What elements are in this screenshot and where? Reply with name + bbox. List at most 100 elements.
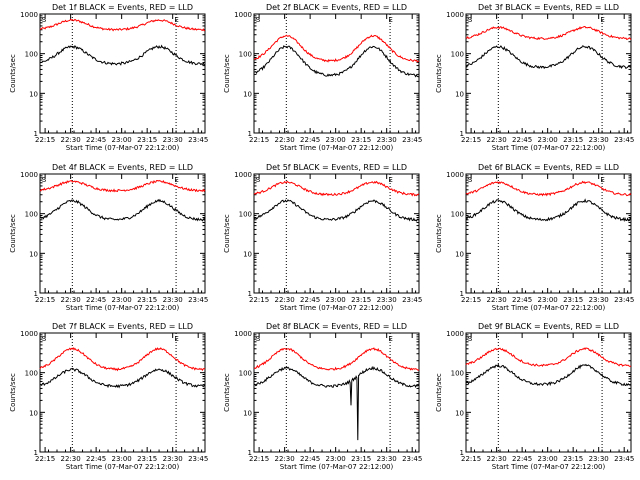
y-tick-label: 10 <box>29 90 38 98</box>
marker-e-label: E <box>388 176 392 184</box>
x-tick-label: 23:30 <box>163 136 183 144</box>
x-axis-label: Start Time (07-Mar-07 22:12:00) <box>280 304 394 312</box>
x-tick-label: 23:45 <box>614 296 634 304</box>
y-tick-label: 100 <box>239 211 252 219</box>
panel-title: Det 1f BLACK = Events, RED = LLD <box>52 3 193 12</box>
y-tick-label: 100 <box>451 211 464 219</box>
panel-5: Det 5f BLACK = Events, RED = LLD 1 10 100 10… <box>223 163 422 312</box>
panel-6: Det 6f BLACK = Events, RED = LLD 1 10 100 10… <box>435 163 634 312</box>
x-tick-label: 23:15 <box>351 455 371 463</box>
y-tick-label: 1000 <box>20 11 38 19</box>
marker-s-label: S <box>468 176 473 184</box>
y-axis-label: Counts/sec <box>435 54 443 93</box>
marker-e-label: E <box>174 176 178 184</box>
y-tick-label: 100 <box>239 370 252 378</box>
x-axis-label: Start Time (07-Mar-07 22:12:00) <box>492 144 606 152</box>
x-tick-label: 22:15 <box>461 296 481 304</box>
x-tick-label: 22:30 <box>487 455 507 463</box>
x-tick-label: 22:30 <box>487 296 507 304</box>
y-tick-label: 100 <box>451 51 464 59</box>
y-axis-label: Counts/sec <box>435 214 443 253</box>
panel-title: Det 4f BLACK = Events, RED = LLD <box>52 163 193 172</box>
plot-frame <box>253 173 420 294</box>
x-tick-label: 23:15 <box>563 136 583 144</box>
panel-title: Det 8f BLACK = Events, RED = LLD <box>266 322 407 331</box>
y-axis-label: Counts/sec <box>9 373 17 412</box>
y-tick-label: 1 <box>460 290 464 298</box>
x-tick-label: 22:30 <box>61 296 81 304</box>
x-axis-label: Start Time (07-Mar-07 22:12:00) <box>492 304 606 312</box>
series-lld <box>465 25 632 41</box>
x-tick-label: 22:45 <box>300 296 320 304</box>
x-tick-label: 23:45 <box>402 455 422 463</box>
x-tick-label: 23:45 <box>188 455 208 463</box>
marker-e-label: E <box>600 16 604 24</box>
y-tick-label: 1000 <box>234 171 252 179</box>
panel-title: Det 7f BLACK = Events, RED = LLD <box>52 322 193 331</box>
x-tick-label: 23:00 <box>326 455 346 463</box>
y-tick-label: 10 <box>455 90 464 98</box>
marker-e-label: E <box>600 176 604 184</box>
x-tick-label: 22:45 <box>512 455 532 463</box>
y-tick-label: 100 <box>239 51 252 59</box>
series-lld <box>39 346 206 372</box>
marker-e-label: E <box>600 335 604 343</box>
x-tick-label: 23:45 <box>614 455 634 463</box>
series-events <box>465 363 632 387</box>
series-events <box>39 44 206 66</box>
y-tick-label: 1000 <box>446 330 464 338</box>
x-tick-label: 22:45 <box>86 455 106 463</box>
y-tick-label: 100 <box>25 211 38 219</box>
panel-3: Det 3f BLACK = Events, RED = LLD 1 10 100 10… <box>435 3 634 152</box>
y-tick-label: 100 <box>25 370 38 378</box>
series-lld <box>39 18 206 32</box>
x-axis-label: Start Time (07-Mar-07 22:12:00) <box>280 463 394 471</box>
y-tick-label: 1 <box>248 130 252 138</box>
y-tick-label: 1000 <box>20 171 38 179</box>
x-tick-label: 22:30 <box>61 455 81 463</box>
y-tick-label: 10 <box>29 409 38 417</box>
y-tick-label: 1 <box>34 130 38 138</box>
panel-2: Det 2f BLACK = Events, RED = LLD 1 10 100 10… <box>223 3 422 152</box>
x-tick-label: 23:30 <box>589 136 609 144</box>
x-tick-label: 23:30 <box>589 296 609 304</box>
plot-frame <box>253 13 420 134</box>
x-tick-label: 22:45 <box>300 455 320 463</box>
y-tick-label: 100 <box>451 370 464 378</box>
series-lld <box>39 179 206 193</box>
marker-s-label: S <box>468 16 473 24</box>
plot-frame <box>253 332 420 453</box>
y-axis-label: Counts/sec <box>435 373 443 412</box>
x-tick-label: 23:15 <box>563 455 583 463</box>
x-tick-label: 22:45 <box>300 136 320 144</box>
plot-frame <box>465 332 632 453</box>
panel-8: Det 8f BLACK = Events, RED = LLD 1 10 100 10… <box>223 322 422 471</box>
y-axis-label: Counts/sec <box>223 214 231 253</box>
x-axis-label: Start Time (07-Mar-07 22:12:00) <box>280 144 394 152</box>
y-tick-label: 10 <box>243 90 252 98</box>
y-axis-label: Counts/sec <box>223 373 231 412</box>
y-tick-label: 10 <box>29 250 38 258</box>
x-tick-label: 22:30 <box>275 136 295 144</box>
x-tick-label: 22:45 <box>512 136 532 144</box>
marker-e-label: E <box>388 16 392 24</box>
panel-9: Det 9f BLACK = Events, RED = LLD 1 10 100 10… <box>435 322 634 471</box>
x-tick-label: 22:15 <box>249 296 269 304</box>
y-tick-label: 10 <box>243 409 252 417</box>
x-tick-label: 23:30 <box>377 296 397 304</box>
x-tick-label: 23:00 <box>538 296 558 304</box>
x-tick-label: 23:30 <box>377 136 397 144</box>
panel-1: Det 1f BLACK = Events, RED = LLD 1 10 100 10… <box>9 3 208 152</box>
series-events <box>465 198 631 223</box>
panel-7: Det 7f BLACK = Events, RED = LLD 1 10 100 10… <box>9 322 208 471</box>
x-tick-label: 22:30 <box>61 136 81 144</box>
series-events <box>253 45 420 78</box>
x-tick-label: 23:00 <box>538 455 558 463</box>
x-tick-label: 23:15 <box>137 455 157 463</box>
x-tick-label: 22:15 <box>35 136 55 144</box>
y-tick-label: 1000 <box>446 171 464 179</box>
y-tick-label: 100 <box>25 51 38 59</box>
plot-frame <box>39 173 206 294</box>
x-tick-label: 23:15 <box>563 296 583 304</box>
